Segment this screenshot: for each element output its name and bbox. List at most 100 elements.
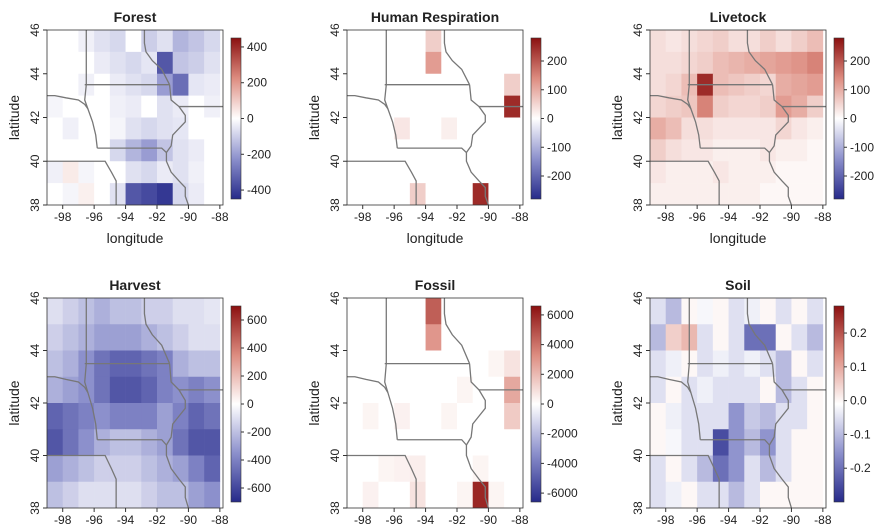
cell xyxy=(681,183,698,205)
cell xyxy=(488,139,505,162)
cell xyxy=(744,117,761,140)
x-tick-label: -90 xyxy=(180,513,198,527)
cell xyxy=(665,183,682,205)
cell xyxy=(457,481,474,508)
cell xyxy=(441,30,458,53)
y-tick-label: 44 xyxy=(631,67,645,81)
cell xyxy=(204,117,221,140)
cell xyxy=(47,403,64,430)
cell xyxy=(728,51,745,75)
cell xyxy=(472,30,489,53)
cell xyxy=(141,30,158,53)
cell xyxy=(378,481,395,508)
cell xyxy=(472,350,489,378)
panel-title: Livetock xyxy=(710,9,767,25)
cell xyxy=(791,350,808,378)
x-tick-label: -88 xyxy=(211,513,229,527)
colorbar-tick-label: 4000 xyxy=(547,338,574,352)
cell xyxy=(141,51,158,75)
cell xyxy=(775,481,792,508)
cell xyxy=(775,183,792,205)
cell xyxy=(760,481,777,508)
cell xyxy=(394,324,411,351)
cell xyxy=(109,481,126,508)
cell xyxy=(347,51,364,75)
x-tick-label: -92 xyxy=(148,210,166,224)
cell xyxy=(47,30,64,53)
cell xyxy=(378,403,395,430)
x-tick-label: -98 xyxy=(354,513,372,527)
cell xyxy=(744,30,761,53)
cell xyxy=(712,183,729,205)
cell xyxy=(94,403,111,430)
cell xyxy=(665,298,682,325)
cell xyxy=(488,117,505,140)
y-tick-label: 44 xyxy=(328,67,342,81)
cell xyxy=(157,117,174,140)
panel-title: Fossil xyxy=(415,277,455,293)
state-border xyxy=(165,84,186,153)
cell xyxy=(472,298,489,325)
y-tick-label: 46 xyxy=(631,23,645,37)
cell xyxy=(109,403,126,430)
y-tick-label: 42 xyxy=(28,396,42,410)
cell xyxy=(712,30,729,53)
cell xyxy=(362,51,379,75)
cell xyxy=(760,51,777,75)
colorbar-tick-label: 0.0 xyxy=(850,394,867,408)
cell xyxy=(712,139,729,162)
cell xyxy=(441,51,458,75)
cell xyxy=(409,139,426,162)
colorbar-tick-label: -2000 xyxy=(547,427,578,441)
colorbar-tick-label: -200 xyxy=(547,169,571,183)
cell xyxy=(650,139,667,162)
cell xyxy=(347,30,364,53)
cell xyxy=(188,350,205,378)
cell xyxy=(744,324,761,351)
cell xyxy=(347,139,364,162)
heatmap xyxy=(47,30,223,205)
cell xyxy=(362,376,379,404)
cell xyxy=(362,350,379,378)
cell xyxy=(409,376,426,404)
cell xyxy=(488,403,505,430)
cell xyxy=(488,298,505,325)
x-tick-label: -94 xyxy=(720,513,738,527)
cell xyxy=(62,403,79,430)
cell xyxy=(472,455,489,483)
x-axis-label: longitude xyxy=(107,230,164,246)
cell xyxy=(488,481,505,508)
cell xyxy=(78,429,95,456)
cell xyxy=(62,117,79,140)
cell xyxy=(457,95,474,118)
cell xyxy=(362,455,379,483)
cell xyxy=(141,403,158,430)
cell xyxy=(172,30,189,53)
cell xyxy=(157,30,174,53)
y-axis-label: latitude xyxy=(306,380,322,425)
state-border xyxy=(768,363,789,446)
cell xyxy=(347,455,364,483)
cell xyxy=(188,183,205,205)
cell xyxy=(172,51,189,75)
cell xyxy=(109,455,126,483)
cell xyxy=(125,324,142,351)
cell xyxy=(109,376,126,404)
cell xyxy=(712,455,729,483)
cell xyxy=(728,324,745,351)
x-tick-label: -94 xyxy=(720,210,738,224)
cell xyxy=(188,73,205,96)
cell xyxy=(441,117,458,140)
cell xyxy=(362,183,379,205)
cell xyxy=(425,324,442,351)
cell xyxy=(650,376,667,404)
x-axis-label: longitude xyxy=(710,230,767,246)
colorbar-tick-label: 0 xyxy=(547,112,554,126)
x-tick-label: -96 xyxy=(385,513,403,527)
cell xyxy=(409,324,426,351)
state-border xyxy=(143,30,171,85)
state-border xyxy=(347,160,417,205)
cell xyxy=(94,376,111,404)
cell xyxy=(347,95,364,118)
cell xyxy=(172,455,189,483)
